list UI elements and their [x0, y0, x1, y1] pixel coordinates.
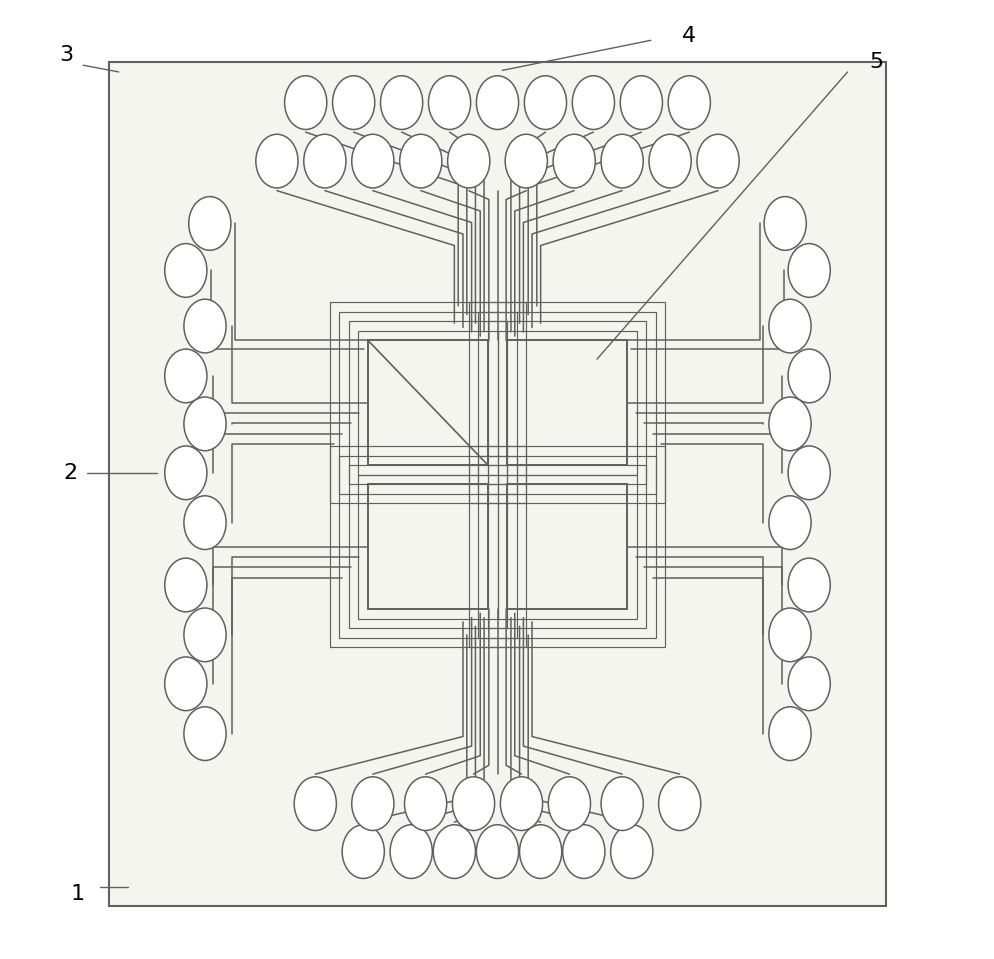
Ellipse shape: [294, 777, 336, 830]
Ellipse shape: [165, 244, 207, 297]
Bar: [497, 475, 636, 619]
Ellipse shape: [284, 76, 326, 129]
Ellipse shape: [548, 777, 589, 830]
Ellipse shape: [519, 825, 562, 878]
Ellipse shape: [184, 608, 226, 662]
Ellipse shape: [600, 134, 643, 188]
Bar: [349, 465, 507, 628]
Ellipse shape: [165, 657, 207, 711]
Ellipse shape: [428, 76, 470, 129]
Bar: [358, 331, 497, 475]
Ellipse shape: [668, 76, 710, 129]
Ellipse shape: [787, 657, 829, 711]
Ellipse shape: [658, 777, 700, 830]
Ellipse shape: [768, 299, 810, 353]
Ellipse shape: [648, 134, 691, 188]
Bar: [507, 340, 626, 465]
Bar: [478, 456, 655, 638]
Ellipse shape: [768, 496, 810, 550]
Bar: [497, 331, 636, 475]
Ellipse shape: [768, 707, 810, 760]
Ellipse shape: [165, 446, 207, 500]
Ellipse shape: [184, 496, 226, 550]
Bar: [478, 312, 655, 494]
Ellipse shape: [476, 76, 518, 129]
Ellipse shape: [563, 825, 604, 878]
Bar: [507, 484, 626, 609]
Bar: [368, 340, 487, 465]
Text: 3: 3: [59, 45, 73, 64]
Ellipse shape: [452, 777, 494, 830]
Ellipse shape: [351, 134, 394, 188]
Ellipse shape: [505, 134, 547, 188]
Ellipse shape: [184, 707, 226, 760]
Bar: [487, 465, 645, 628]
Ellipse shape: [184, 397, 226, 451]
Ellipse shape: [572, 76, 614, 129]
Ellipse shape: [184, 299, 226, 353]
Ellipse shape: [787, 446, 829, 500]
Ellipse shape: [476, 825, 518, 878]
Ellipse shape: [405, 777, 446, 830]
Bar: [349, 321, 507, 484]
Ellipse shape: [332, 76, 375, 129]
Ellipse shape: [768, 608, 810, 662]
Ellipse shape: [255, 134, 298, 188]
Ellipse shape: [390, 825, 431, 878]
Ellipse shape: [351, 777, 394, 830]
Ellipse shape: [763, 197, 805, 250]
Ellipse shape: [447, 134, 489, 188]
Ellipse shape: [787, 349, 829, 403]
Ellipse shape: [696, 134, 739, 188]
Ellipse shape: [380, 76, 422, 129]
Ellipse shape: [768, 397, 810, 451]
Ellipse shape: [400, 134, 441, 188]
Ellipse shape: [165, 558, 207, 612]
Bar: [368, 484, 487, 609]
Ellipse shape: [165, 349, 207, 403]
Bar: [339, 312, 516, 494]
Text: 2: 2: [64, 463, 78, 482]
Ellipse shape: [553, 134, 594, 188]
Ellipse shape: [500, 777, 542, 830]
Bar: [329, 302, 526, 503]
Ellipse shape: [619, 76, 662, 129]
Bar: [468, 446, 665, 647]
Bar: [339, 456, 516, 638]
Bar: [468, 302, 665, 503]
Ellipse shape: [610, 825, 652, 878]
Ellipse shape: [189, 197, 231, 250]
Ellipse shape: [342, 825, 384, 878]
Bar: [358, 475, 497, 619]
Text: 1: 1: [71, 884, 84, 903]
Ellipse shape: [303, 134, 346, 188]
Ellipse shape: [524, 76, 566, 129]
Text: 4: 4: [682, 27, 696, 46]
Bar: [487, 321, 645, 484]
Ellipse shape: [787, 558, 829, 612]
Ellipse shape: [787, 244, 829, 297]
Bar: [329, 446, 526, 647]
Text: 5: 5: [869, 53, 883, 72]
Ellipse shape: [600, 777, 643, 830]
Ellipse shape: [432, 825, 475, 878]
Bar: [109, 62, 885, 906]
